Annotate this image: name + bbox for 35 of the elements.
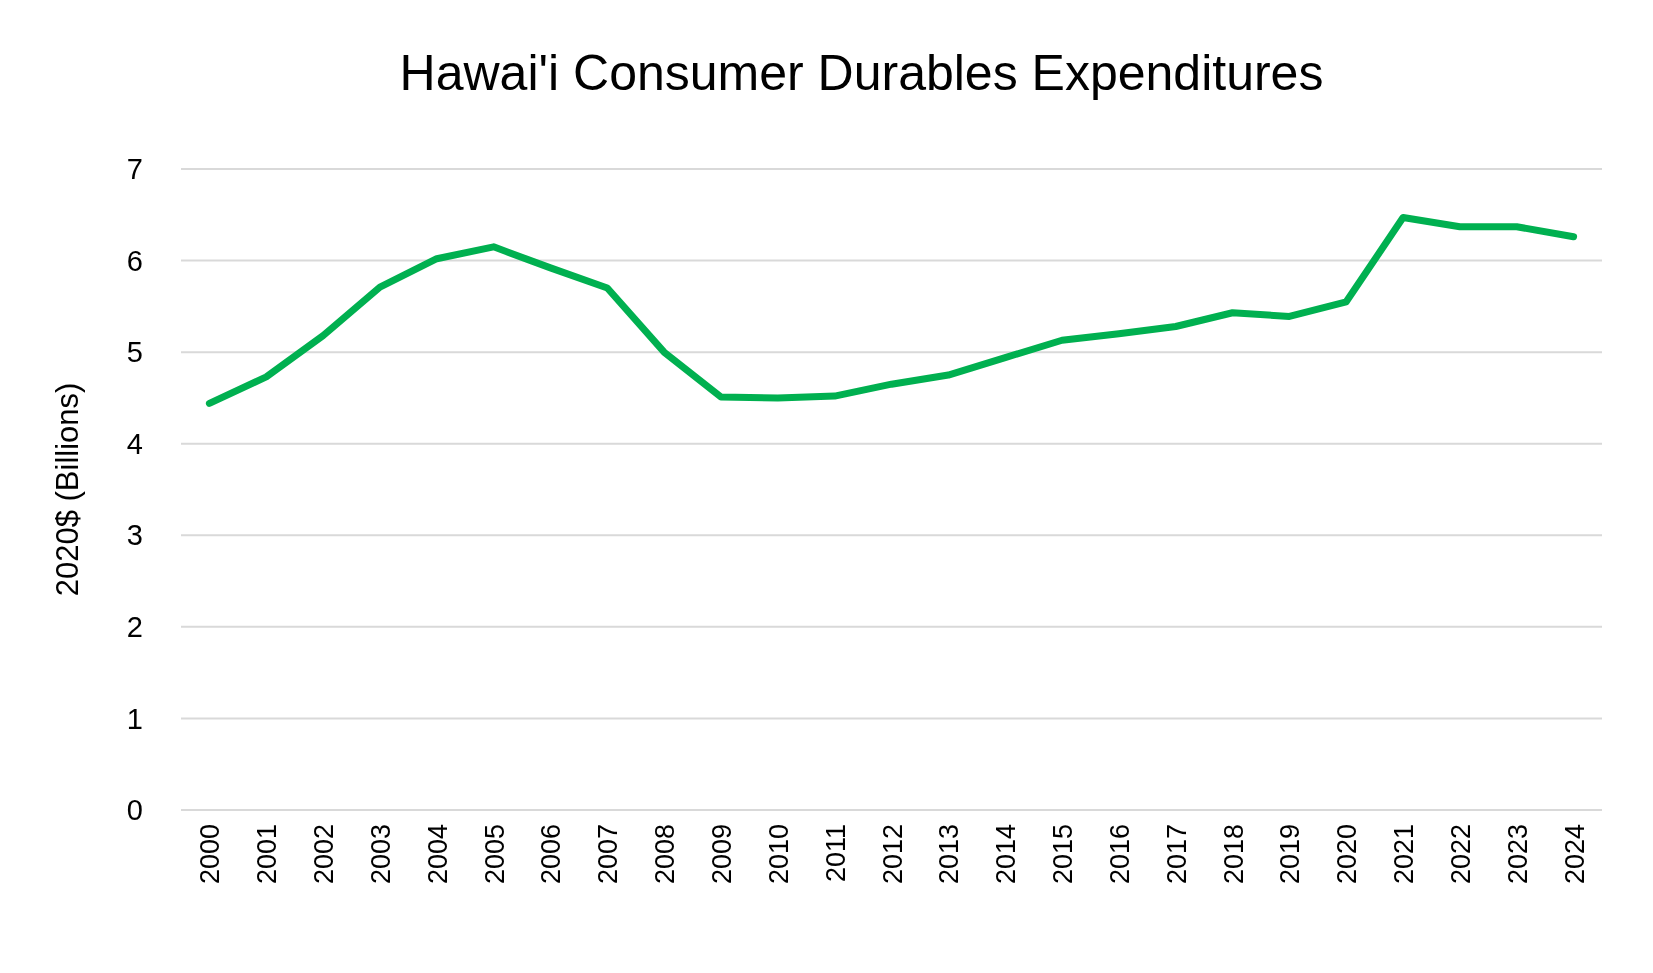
x-tick-label: 2009 (706, 824, 737, 885)
x-tick-label: 2019 (1275, 824, 1306, 885)
x-tick-label: 2024 (1559, 824, 1590, 885)
y-tick-label: 7 (126, 153, 143, 186)
x-tick-label: 2005 (479, 824, 510, 885)
x-tick-label: 2018 (1218, 824, 1249, 885)
x-tick-label: 2002 (309, 824, 340, 885)
x-tick-label: 2016 (1104, 824, 1135, 885)
x-tick-label: 2003 (365, 824, 396, 885)
x-tick-label: 2011 (820, 824, 851, 883)
x-tick-label: 2010 (763, 824, 794, 885)
x-tick-label: 2017 (1161, 824, 1192, 885)
x-tick-label: 2007 (593, 824, 624, 885)
y-tick-label: 4 (126, 427, 143, 460)
y-tick-label: 3 (126, 519, 143, 552)
x-tick-label: 2006 (536, 824, 567, 885)
y-tick-label: 6 (126, 244, 143, 277)
x-tick-label: 2022 (1445, 824, 1476, 885)
y-tick-label: 2 (126, 611, 143, 644)
x-tick-label: 2015 (1048, 824, 1079, 885)
x-tick-label: 2013 (934, 824, 965, 885)
y-tick-label: 1 (126, 702, 143, 735)
x-tick-label: 2014 (991, 824, 1022, 885)
chart-title: Hawai'i Consumer Durables Expenditures (399, 45, 1324, 101)
x-tick-label: 2008 (650, 824, 681, 885)
x-tick-label: 2000 (195, 824, 226, 885)
x-tick-label: 2001 (252, 824, 283, 885)
x-tick-label: 2012 (877, 824, 908, 885)
y-tick-label: 5 (126, 336, 143, 369)
x-tick-label: 2004 (422, 824, 453, 885)
y-tick-label: 0 (126, 794, 143, 827)
y-axis-title: 2020$ (Billions) (50, 382, 85, 597)
x-tick-label: 2021 (1389, 824, 1420, 885)
x-tick-label: 2023 (1502, 824, 1533, 885)
x-tick-label: 2020 (1332, 824, 1363, 885)
